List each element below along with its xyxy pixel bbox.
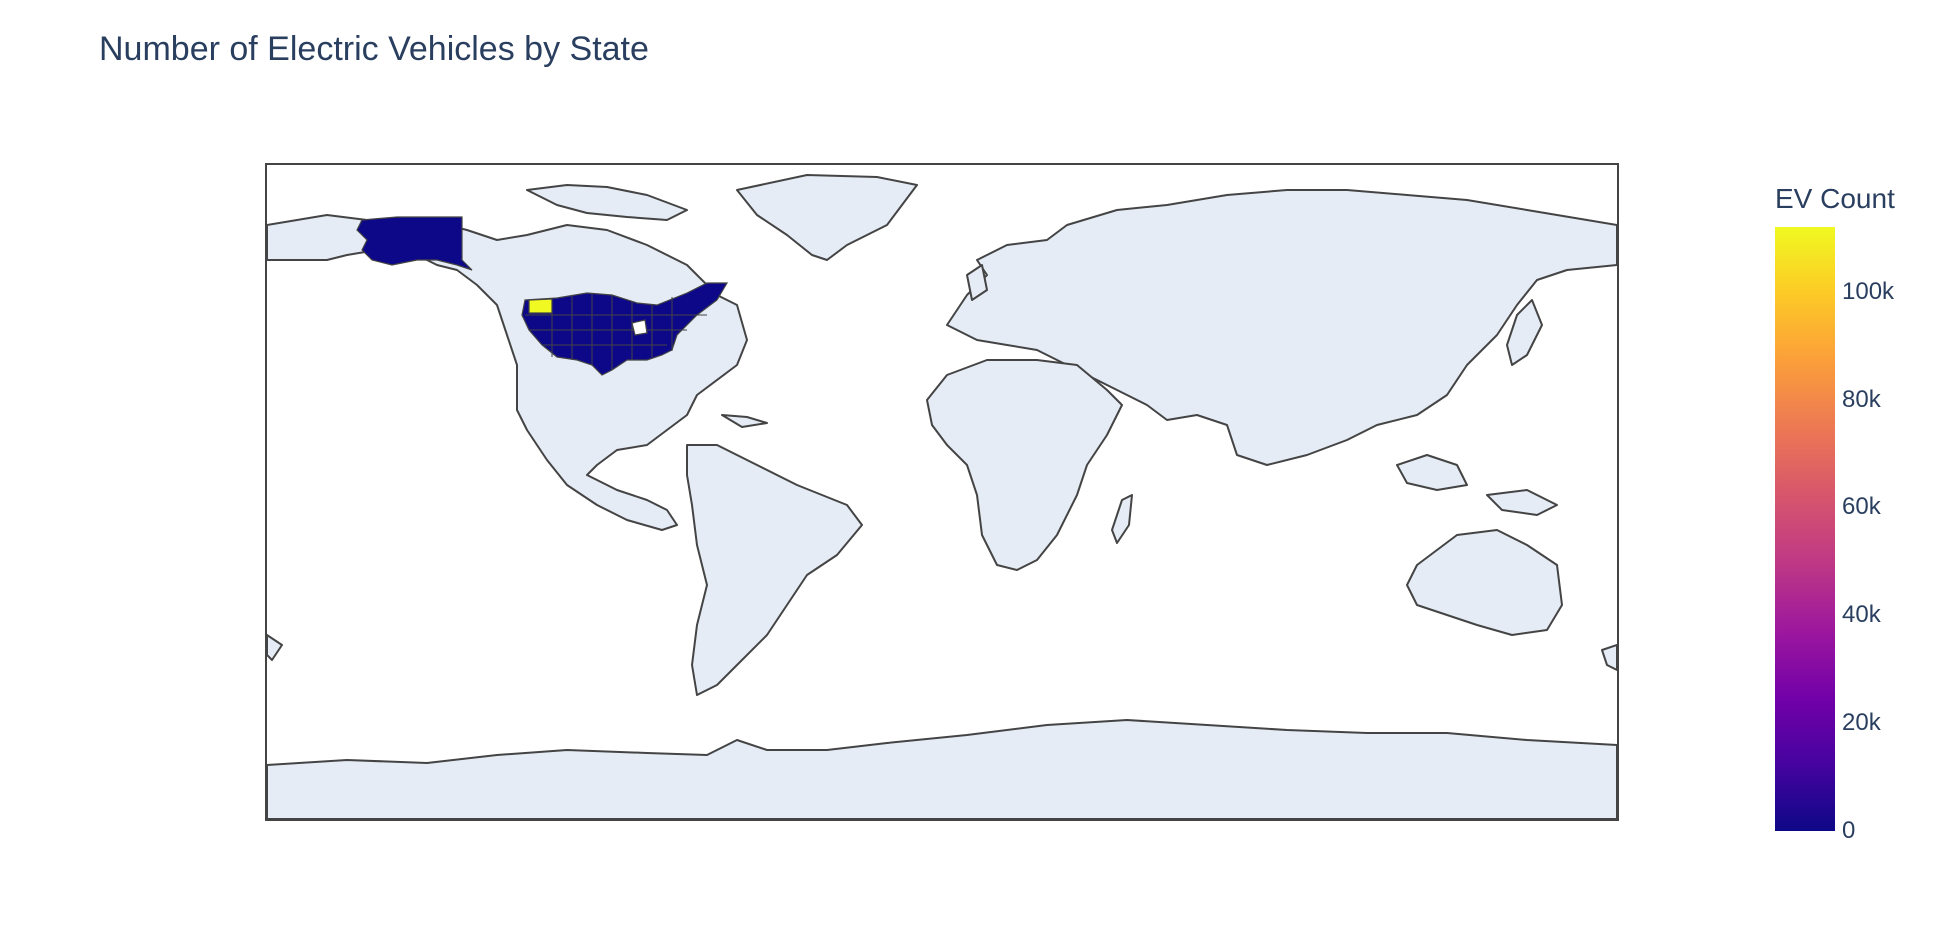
colorbar-tick-label: 60k	[1842, 493, 1881, 521]
chart-title: Number of Electric Vehicles by State	[99, 30, 649, 68]
japan-land	[1506, 299, 1543, 366]
colorbar-tick-label: 80k	[1842, 385, 1881, 413]
new-guinea-land	[1486, 489, 1558, 516]
caribbean-land	[721, 414, 768, 428]
africa-land	[926, 359, 1123, 571]
alaska-state	[356, 216, 473, 271]
greenland-land	[736, 174, 918, 261]
new-zealand-west-land	[267, 634, 283, 661]
indonesia-land	[1396, 454, 1468, 491]
colorbar-tick-label: 20k	[1842, 709, 1881, 737]
map-area[interactable]	[265, 163, 1619, 821]
australia-land	[1406, 529, 1563, 636]
colorbar-title: EV Count	[1775, 183, 1895, 214]
new-zealand-land	[1601, 644, 1617, 671]
state-borders	[525, 293, 707, 370]
uk-land	[966, 264, 988, 301]
colorbar-tick-label: 0	[1842, 817, 1856, 844]
madagascar-land	[1111, 494, 1133, 544]
colorbar-tick-label: 40k	[1842, 601, 1881, 629]
contiguous-us-region	[521, 282, 729, 376]
world-map	[267, 174, 1617, 819]
south-america-land	[686, 444, 863, 696]
eurasia-land	[946, 189, 1617, 466]
great-lakes-gap	[631, 319, 648, 336]
washington-state	[528, 298, 553, 314]
arctic-islands-land	[526, 184, 688, 221]
colorbar-tick-label: 100k	[1842, 277, 1895, 305]
usa-choropleth	[356, 216, 729, 376]
north-america-land	[267, 214, 748, 531]
land-layer	[267, 174, 1617, 819]
antarctica-land	[267, 719, 1617, 819]
colorbar-gradient	[1775, 227, 1835, 831]
